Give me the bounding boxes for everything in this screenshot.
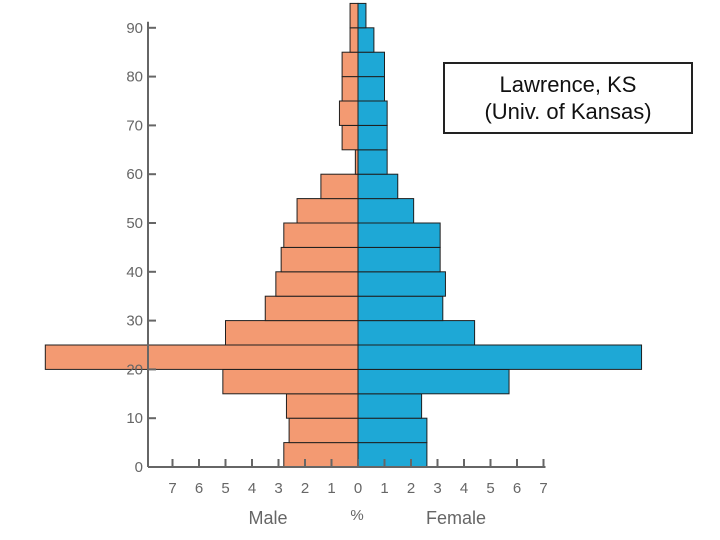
female-bar-60-65 — [357, 149, 388, 175]
y-tick-label-70: 70 — [126, 117, 143, 134]
female-bar-45-50 — [357, 222, 441, 248]
x-axis: 7 6 5 4 3 2 1 0 1 2 3 4 5 6 7 — [148, 459, 548, 497]
annotation-line-1: Lawrence, KS — [499, 72, 637, 97]
x-tick-label-female-6: 6 — [513, 480, 521, 497]
female-bar-10-15 — [357, 393, 423, 419]
female-bar-65-70 — [357, 124, 388, 151]
male-bar-70-75 — [338, 100, 359, 126]
male-bar-65-70 — [341, 124, 359, 151]
female-bar-55-60 — [357, 173, 399, 200]
x-tick-label-female-3: 3 — [433, 480, 441, 497]
male-bar-50-55 — [296, 198, 359, 224]
female-bar-15-20 — [357, 368, 510, 395]
x-axis-label-percent: % — [350, 507, 363, 524]
x-tick-label-female-5: 5 — [486, 480, 494, 497]
male-bar-10-15 — [285, 393, 359, 419]
x-tick-label-male-4: 4 — [248, 480, 256, 497]
male-bar-20-25 — [44, 344, 359, 370]
female-bar-20-25 — [357, 344, 643, 370]
y-tick-label-10: 10 — [126, 410, 143, 427]
x-tick-label-male-1: 1 — [327, 480, 335, 497]
female-bar-35-40 — [357, 271, 446, 297]
male-bar-15-20 — [222, 368, 359, 395]
male-bar-55-60 — [320, 173, 359, 200]
male-bar-85-90 — [349, 27, 359, 53]
y-tick-label-50: 50 — [126, 215, 143, 232]
x-tick-label-male-2: 2 — [301, 480, 309, 497]
y-tick-label-60: 60 — [126, 166, 143, 183]
x-tick-label-female-7: 7 — [539, 480, 547, 497]
bars-layer — [44, 2, 643, 468]
y-tick-label-0: 0 — [135, 459, 143, 476]
female-bar-5-10 — [357, 417, 428, 444]
male-bar-0-5 — [283, 442, 359, 468]
female-bar-85-90 — [357, 27, 375, 53]
female-bar-80-85 — [357, 51, 385, 78]
x-tick-label-female-4: 4 — [460, 480, 468, 497]
y-tick-label-80: 80 — [126, 69, 143, 86]
y-tick-label-30: 30 — [126, 313, 143, 330]
male-bar-40-45 — [280, 246, 359, 273]
male-bar-45-50 — [283, 222, 359, 248]
location-annotation-box: Lawrence, KS (Univ. of Kansas) — [443, 62, 693, 134]
male-bar-90-95 — [349, 2, 359, 29]
y-axis: 0 10 20 30 40 50 60 70 80 90 — [126, 20, 156, 476]
female-bar-75-80 — [357, 76, 385, 102]
female-bar-0-5 — [357, 442, 428, 468]
female-bar-30-35 — [357, 295, 444, 322]
y-tick-label-20: 20 — [126, 361, 143, 378]
x-tick-label-female-1: 1 — [380, 480, 388, 497]
x-tick-label-male-7: 7 — [168, 480, 176, 497]
female-bar-70-75 — [357, 100, 388, 126]
male-bar-80-85 — [341, 51, 359, 78]
x-axis-label-female: Female — [426, 508, 486, 528]
female-bar-50-55 — [357, 198, 415, 224]
male-bar-75-80 — [341, 76, 359, 102]
x-tick-label-male-6: 6 — [195, 480, 203, 497]
male-bar-25-30 — [225, 320, 359, 346]
y-tick-label-40: 40 — [126, 264, 143, 281]
x-axis-label-male: Male — [248, 508, 287, 528]
male-bar-30-35 — [264, 295, 359, 322]
y-tick-label-90: 90 — [126, 20, 143, 37]
x-tick-label-female-2: 2 — [407, 480, 415, 497]
male-bar-5-10 — [288, 417, 359, 444]
x-tick-label-female-0: 0 — [354, 480, 362, 497]
annotation-line-2: (Univ. of Kansas) — [484, 99, 652, 124]
x-tick-label-male-3: 3 — [274, 480, 282, 497]
female-bar-40-45 — [357, 246, 441, 273]
female-bar-25-30 — [357, 320, 476, 346]
x-tick-label-male-5: 5 — [221, 480, 229, 497]
female-bar-90-95 — [357, 2, 367, 29]
male-bar-35-40 — [275, 271, 359, 297]
